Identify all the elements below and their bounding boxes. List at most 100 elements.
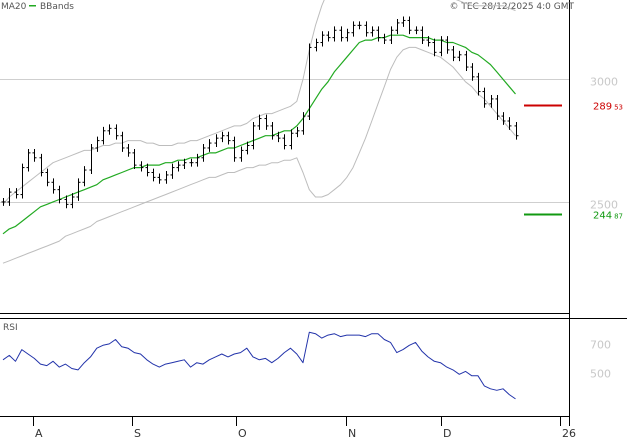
- price-bar: [389, 26, 394, 44]
- price-bar: [64, 195, 69, 209]
- price-bar: [245, 141, 250, 155]
- price-bar: [395, 18, 400, 35]
- x-tick-label: A: [35, 427, 43, 440]
- legend-ma20: MA20: [1, 2, 27, 12]
- price-bar: [151, 168, 156, 182]
- price-bar: [232, 136, 237, 162]
- price-bar: [189, 158, 194, 167]
- price-bar: [364, 21, 369, 37]
- price-bar: [257, 114, 262, 130]
- rsi-line: [2, 331, 516, 400]
- price-bar: [214, 134, 219, 147]
- price-bar: [157, 173, 162, 184]
- price-bar: [132, 148, 137, 170]
- price-bar: [345, 28, 350, 42]
- price-bar: [20, 163, 25, 199]
- price-bar: [295, 126, 300, 138]
- price-bar: [251, 121, 256, 150]
- price-bar: [470, 63, 475, 81]
- price-bar: [351, 21, 356, 37]
- price-bar: [439, 36, 444, 57]
- x-tick-label: O: [238, 427, 247, 440]
- price-bar: [76, 178, 81, 201]
- legend: MA20 BBands © TEC 28/12/2025 4:0 GMT: [1, 2, 574, 12]
- price-bar: [139, 161, 144, 172]
- price-bar: [401, 16, 406, 27]
- price-bar: [489, 94, 494, 108]
- price-bar: [164, 171, 169, 184]
- price-bar: [307, 43, 312, 121]
- price-bar: [1, 197, 6, 206]
- legend-bbands: BBands: [40, 2, 74, 12]
- price-bar: [126, 144, 131, 157]
- price-bar: [107, 124, 112, 135]
- price-bar: [382, 33, 387, 44]
- price-bar: [26, 148, 31, 172]
- price-bar: [120, 131, 125, 152]
- price-bar: [426, 36, 431, 47]
- price-bar: [495, 94, 500, 121]
- legend-ma20-swatch: [29, 5, 36, 7]
- grid-lines: [0, 79, 569, 203]
- rsi-y-tick-label: 500: [590, 367, 611, 380]
- x-tick-label: D: [443, 427, 451, 440]
- price-bar: [220, 131, 225, 143]
- price-bar: [314, 38, 319, 52]
- price-bar: [207, 139, 212, 152]
- price-bar: [182, 158, 187, 170]
- price-y-tick-label: 2500: [590, 199, 618, 212]
- price-bar: [370, 26, 375, 37]
- price-bar: [276, 131, 281, 143]
- price-bar: [301, 112, 306, 135]
- x-tick-label: N: [348, 427, 356, 440]
- price-bar: [145, 163, 150, 177]
- x-tick-label: S: [134, 427, 141, 440]
- price-bar: [176, 161, 181, 172]
- support-level-label: 244 87: [593, 211, 623, 222]
- price-bar: [114, 124, 119, 140]
- price-bar: [420, 26, 425, 44]
- price-bar: [51, 178, 56, 194]
- price-bar: [226, 131, 231, 145]
- price-bar: [476, 72, 481, 96]
- resistance-level-label: 289 53: [593, 102, 623, 113]
- y-axis: 3000 2500 700 500: [590, 76, 618, 381]
- price-bar: [195, 153, 200, 167]
- x-axis: A S O N D 26: [33, 416, 576, 440]
- price-bar: [32, 148, 37, 162]
- price-bar: [357, 21, 362, 30]
- price-bar: [289, 129, 294, 150]
- ma20-line: [2, 34, 516, 235]
- price-bar: [407, 16, 412, 35]
- price-bar: [464, 50, 469, 71]
- price-bar: [501, 112, 506, 125]
- price-bar: [89, 144, 94, 174]
- price-bar: [82, 166, 87, 187]
- price-bar: [451, 45, 456, 62]
- price-bar: [326, 31, 331, 42]
- price-bar: [320, 31, 325, 47]
- chart-frame: [0, 0, 627, 426]
- price-bar: [95, 136, 100, 152]
- rsi-panel: RSI: [2, 323, 516, 400]
- price-bar: [7, 188, 12, 206]
- price-bar: [201, 144, 206, 162]
- price-bar: [332, 26, 337, 42]
- price-y-tick-label: 3000: [590, 76, 618, 89]
- price-bar: [445, 36, 450, 54]
- price-bar: [376, 26, 381, 42]
- price-bar: [57, 185, 62, 204]
- x-tick-label: 26: [562, 427, 576, 440]
- price-bar: [14, 188, 19, 199]
- price-bar: [45, 168, 50, 187]
- price-bar: [282, 134, 287, 150]
- price-bar: [432, 38, 437, 57]
- price-bar: [414, 26, 419, 35]
- price-bar: [39, 153, 44, 177]
- copyright-text: © TEC 28/12/2025 4:0 GMT: [449, 2, 574, 12]
- price-bar: [457, 50, 462, 62]
- price-bar: [170, 163, 175, 179]
- bband-lower-line: [2, 46, 516, 264]
- price-bar: [70, 193, 75, 209]
- price-bar: [270, 121, 275, 140]
